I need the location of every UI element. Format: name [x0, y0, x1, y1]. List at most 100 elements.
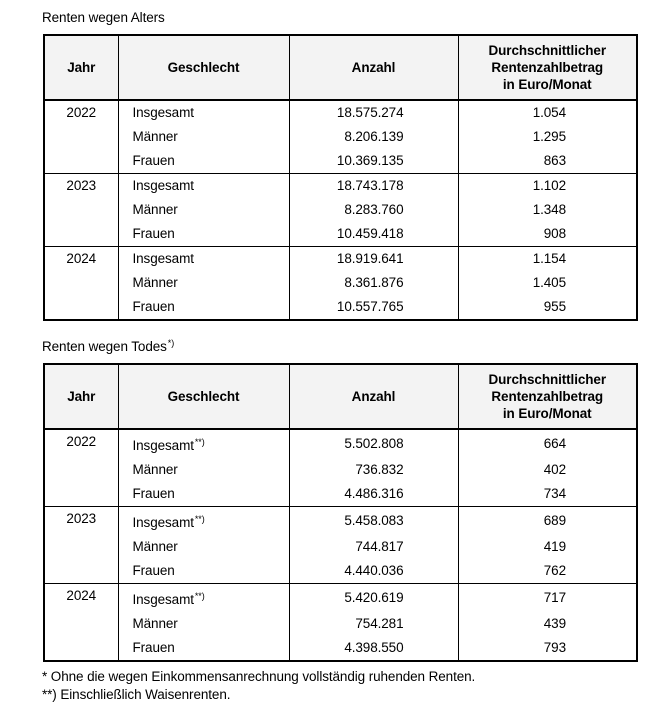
amount-cell: 419 [457, 535, 637, 559]
table-row: Frauen 4.440.036 762 [44, 559, 637, 584]
amount-cell: 955 [457, 295, 637, 320]
amount-cell: 1.348 [457, 198, 637, 222]
table-row: Männer 736.832 402 [44, 458, 637, 482]
gender-cell: Männer [117, 198, 289, 222]
table-body: 2022 Insgesamt**) 5.502.808 664 Männer 736.83… [43, 428, 637, 661]
footnote-marker: **) [194, 514, 205, 524]
count-cell: 10.369.135 [288, 149, 458, 174]
amount-cell: 439 [457, 612, 637, 636]
gender-cell: Frauen [117, 222, 289, 247]
column-header-rentenzahlbetrag: Durchschnittlicher Rentenzahlbetrag in E… [457, 364, 637, 430]
amount-cell: 793 [457, 636, 637, 661]
table-row: 2023 Insgesamt 18.743.178 1.102 [43, 173, 637, 247]
table-row: 2022 Insgesamt**) 5.502.808 664 [43, 428, 637, 507]
table-row: Männer 744.817 419 [44, 535, 637, 559]
renten-wegen-alters-table: Jahr Geschlecht Anzahl Durchschnittliche… [43, 34, 638, 321]
count-cell: 8.206.139 [288, 125, 458, 149]
gender-cell: Frauen [117, 482, 289, 507]
table-row: Frauen 4.398.550 793 [44, 636, 637, 661]
table-header-row: Jahr Geschlecht Anzahl Durchschnittliche… [43, 364, 637, 430]
table-title-text: Renten wegen Alters [42, 10, 165, 25]
gender-cell: Männer [117, 271, 289, 295]
count-cell: 5.458.083 [288, 506, 458, 535]
amount-cell: 664 [457, 428, 637, 458]
gender-cell: Insgesamt**) [117, 428, 289, 458]
count-cell: 736.832 [288, 458, 458, 482]
pension-statistics-page: Renten wegen Alters Jahr Geschlecht Anza… [0, 7, 662, 702]
amount-cell: 689 [457, 506, 637, 535]
column-header-anzahl: Anzahl [288, 364, 458, 430]
column-header-geschlecht: Geschlecht [117, 35, 289, 101]
table-title-renten-wegen-todes: Renten wegen Todes*) [42, 336, 662, 354]
count-cell: 5.502.808 [288, 428, 458, 458]
gender-cell: Frauen [117, 295, 289, 320]
footnote-einkommensanrechnung: * Ohne die wegen Einkommensanrechnung vo… [42, 669, 476, 684]
gender-cell: Insgesamt**) [117, 583, 289, 612]
gender-cell: Insgesamt [117, 173, 289, 198]
year-cell: 2023 [43, 173, 118, 247]
amount-cell: 402 [457, 458, 637, 482]
column-header-geschlecht: Geschlecht [117, 364, 289, 430]
amount-cell: 1.102 [457, 173, 637, 198]
table-row: 2022 Insgesamt 18.575.274 1.054 [43, 99, 637, 174]
year-cell: 2024 [43, 583, 118, 661]
column-header-anzahl: Anzahl [288, 35, 458, 101]
table-body: 2022 Insgesamt 18.575.274 1.054 Männer 8.206.… [43, 99, 637, 320]
gender-cell: Männer [117, 612, 289, 636]
count-cell: 8.361.876 [288, 271, 458, 295]
gender-cell: Frauen [117, 149, 289, 174]
gender-cell: Insgesamt**) [117, 506, 289, 535]
column-header-rentenzahlbetrag: Durchschnittlicher Rentenzahlbetrag in E… [457, 35, 637, 101]
table-header-row: Jahr Geschlecht Anzahl Durchschnittliche… [43, 35, 637, 101]
table-row: Männer 8.361.876 1.405 [44, 271, 637, 295]
count-cell: 18.743.178 [288, 173, 458, 198]
table-row: 2024 Insgesamt**) 5.420.619 717 [43, 583, 637, 661]
year-cell: 2022 [43, 99, 118, 174]
gender-cell: Männer [117, 458, 289, 482]
table-title-text: Renten wegen Todes [42, 339, 167, 354]
table-title-renten-wegen-alters: Renten wegen Alters [42, 7, 662, 25]
gender-cell: Frauen [117, 636, 289, 661]
count-cell: 4.398.550 [288, 636, 458, 661]
gender-cell: Männer [117, 535, 289, 559]
table-section-renten-wegen-todes: Renten wegen Todes*) Jahr Geschlecht Anz… [0, 336, 662, 662]
footnote-waisenrenten-clipped: **) Einschließlich Waisenrenten. [42, 687, 231, 702]
table-row: Frauen 4.486.316 734 [44, 482, 637, 507]
amount-cell: 1.405 [457, 271, 637, 295]
table-row: 2023 Insgesamt**) 5.458.083 689 [43, 506, 637, 584]
footnote-marker: **) [194, 591, 205, 601]
table-section-renten-wegen-alters: Renten wegen Alters Jahr Geschlecht Anza… [0, 7, 662, 321]
amount-cell: 1.154 [457, 246, 637, 271]
table-row: Männer 8.283.760 1.348 [44, 198, 637, 222]
table-row: Männer 8.206.139 1.295 [44, 125, 637, 149]
count-cell: 18.919.641 [288, 246, 458, 271]
column-header-jahr: Jahr [43, 364, 118, 430]
gender-cell: Frauen [117, 559, 289, 584]
count-cell: 18.575.274 [288, 99, 458, 125]
amount-cell: 1.054 [457, 99, 637, 125]
count-cell: 4.440.036 [288, 559, 458, 584]
amount-cell: 908 [457, 222, 637, 247]
count-cell: 8.283.760 [288, 198, 458, 222]
table-row: 2024 Insgesamt 18.919.641 1.154 [43, 246, 637, 320]
amount-cell: 1.295 [457, 125, 637, 149]
table-row: Frauen 10.459.418 908 [44, 222, 637, 247]
table-row: Frauen 10.369.135 863 [44, 149, 637, 174]
gender-cell: Insgesamt [117, 99, 289, 125]
footnote-marker: **) [194, 437, 205, 447]
year-cell: 2022 [43, 428, 118, 507]
table-row: Männer 754.281 439 [44, 612, 637, 636]
count-cell: 5.420.619 [288, 583, 458, 612]
count-cell: 4.486.316 [288, 482, 458, 507]
table-row: Frauen 10.557.765 955 [44, 295, 637, 320]
renten-wegen-todes-table: Jahr Geschlecht Anzahl Durchschnittliche… [43, 363, 638, 662]
gender-cell: Männer [117, 125, 289, 149]
count-cell: 754.281 [288, 612, 458, 636]
amount-cell: 734 [457, 482, 637, 507]
amount-cell: 863 [457, 149, 637, 174]
count-cell: 10.557.765 [288, 295, 458, 320]
year-cell: 2023 [43, 506, 118, 584]
gender-cell: Insgesamt [117, 246, 289, 271]
year-cell: 2024 [43, 246, 118, 320]
amount-cell: 717 [457, 583, 637, 612]
